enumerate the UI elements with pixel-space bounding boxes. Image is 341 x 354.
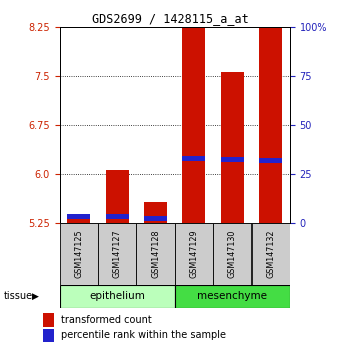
Bar bbox=[43, 313, 54, 327]
Text: ▶: ▶ bbox=[32, 292, 39, 301]
Bar bbox=[182, 156, 205, 161]
Text: tissue: tissue bbox=[3, 291, 32, 302]
Bar bbox=[175, 223, 213, 285]
Bar bbox=[182, 0, 205, 223]
Bar bbox=[259, 0, 282, 223]
Bar bbox=[60, 285, 175, 308]
Text: mesenchyme: mesenchyme bbox=[197, 291, 267, 302]
Bar bbox=[106, 170, 129, 223]
Bar bbox=[60, 223, 98, 285]
Bar bbox=[67, 218, 90, 223]
Bar bbox=[259, 158, 282, 163]
Bar bbox=[136, 223, 175, 285]
Bar bbox=[144, 216, 167, 221]
Text: GSM147127: GSM147127 bbox=[113, 230, 122, 278]
Bar bbox=[106, 214, 129, 219]
Text: GSM147128: GSM147128 bbox=[151, 230, 160, 278]
Bar bbox=[175, 285, 290, 308]
Text: percentile rank within the sample: percentile rank within the sample bbox=[61, 330, 226, 341]
Bar bbox=[213, 223, 251, 285]
Bar bbox=[221, 157, 244, 162]
Bar bbox=[98, 223, 136, 285]
Text: GSM147130: GSM147130 bbox=[228, 230, 237, 278]
Bar bbox=[221, 72, 244, 223]
Text: epithelium: epithelium bbox=[89, 291, 145, 302]
Bar bbox=[252, 223, 290, 285]
Text: GDS2699 / 1428115_a_at: GDS2699 / 1428115_a_at bbox=[92, 12, 249, 25]
Bar bbox=[144, 202, 167, 223]
Text: GSM147129: GSM147129 bbox=[190, 230, 198, 278]
Text: transformed count: transformed count bbox=[61, 315, 152, 325]
Text: GSM147132: GSM147132 bbox=[266, 230, 275, 278]
Text: GSM147125: GSM147125 bbox=[74, 230, 83, 278]
Bar bbox=[43, 329, 54, 342]
Bar bbox=[67, 214, 90, 219]
